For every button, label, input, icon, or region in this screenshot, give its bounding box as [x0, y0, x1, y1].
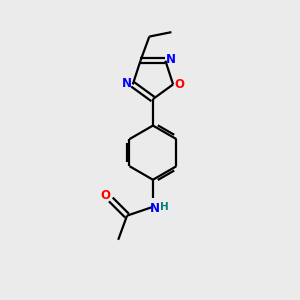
Text: O: O [175, 78, 184, 91]
Text: N: N [149, 202, 159, 214]
Text: H: H [160, 202, 169, 212]
Text: N: N [166, 53, 176, 66]
Text: N: N [122, 77, 132, 90]
Text: O: O [100, 189, 110, 203]
